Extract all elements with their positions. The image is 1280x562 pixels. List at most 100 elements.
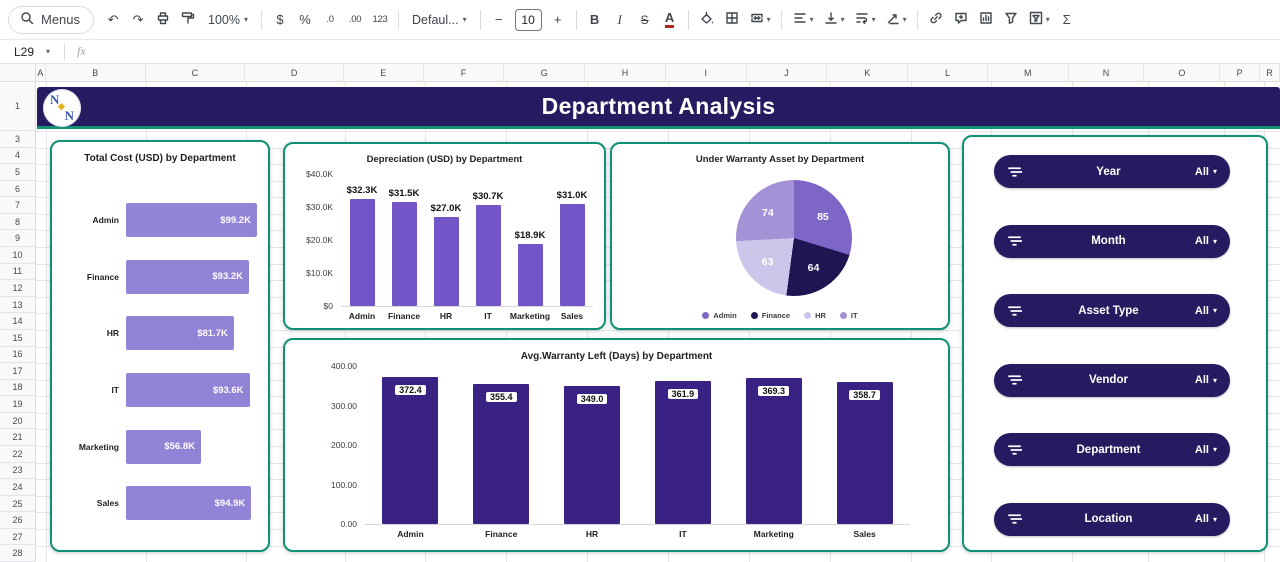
slicer-value[interactable]: All [1195,444,1209,456]
row-header-21[interactable]: 21 [0,429,36,446]
row-header-28[interactable]: 28 [0,545,36,562]
row-header-18[interactable]: 18 [0,380,36,397]
decrease-font-size-button[interactable]: − [487,7,511,33]
row-header-15[interactable]: 15 [0,330,36,347]
row-header-3[interactable]: 3 [0,131,36,148]
row-header-11[interactable]: 11 [0,264,36,281]
row-header-16[interactable]: 16 [0,347,36,364]
slicer-value[interactable]: All [1195,513,1209,525]
insert-link-button[interactable] [924,7,948,33]
column-header-A[interactable]: A [36,64,46,81]
slicer-vendor[interactable]: VendorAll▾ [994,364,1230,397]
column-header-P[interactable]: P [1220,64,1260,81]
slicer-value[interactable]: All [1195,374,1209,386]
fx-icon: fx [77,44,86,59]
row-header-14[interactable]: 14 [0,313,36,330]
text-color-button[interactable]: A [658,7,682,33]
borders-button[interactable] [720,7,744,33]
row-header-8[interactable]: 8 [0,214,36,231]
horizontal-align-button[interactable]: ▾ [788,7,818,33]
row-header-5[interactable]: 5 [0,164,36,181]
row-header-6[interactable]: 6 [0,181,36,198]
total-cost-chart[interactable]: Total Cost (USD) by Department Admin$99.… [50,140,270,552]
chevron-down-icon: ▾ [1213,167,1217,176]
vertical-align-button[interactable]: ▾ [819,7,849,33]
currency-format-button[interactable]: $ [268,7,292,33]
avg-warranty-chart[interactable]: Avg.Warranty Left (Days) by Department 0… [283,338,950,552]
menus-button[interactable]: Menus [8,6,94,34]
insert-comment-button[interactable] [949,7,973,33]
italic-button[interactable]: I [608,7,632,33]
warranty-pie-chart[interactable]: Under Warranty Asset by Department 85646… [610,142,950,330]
column-header-L[interactable]: L [908,64,988,81]
column-header-N[interactable]: N [1069,64,1145,81]
column-header-H[interactable]: H [585,64,666,81]
undo-button[interactable]: ↶ [101,7,125,33]
zoom-select[interactable]: 100%▾ [201,7,255,33]
bar-area: Admin$99.2KFinance$93.2KHR$81.7KIT$93.6K… [56,192,258,532]
row-header-22[interactable]: 22 [0,446,36,463]
column-header-B[interactable]: B [46,64,146,81]
row-header-12[interactable]: 12 [0,280,36,297]
column-header-R[interactable]: R [1260,64,1280,81]
column-header-E[interactable]: E [344,64,424,81]
column-header-J[interactable]: J [747,64,828,81]
strikethrough-button[interactable]: S [633,7,657,33]
fill-color-button[interactable] [695,7,719,33]
row-header-9[interactable]: 9 [0,230,36,247]
slicer-value[interactable]: All [1195,235,1209,247]
grid-body[interactable]: 1345678910111213141516171819202122232425… [0,82,1280,562]
row-header-27[interactable]: 27 [0,529,36,546]
insert-chart-button[interactable] [974,7,998,33]
bold-button[interactable]: B [583,7,607,33]
value-label: $56.8K [164,441,201,452]
column-header-K[interactable]: K [827,64,908,81]
decrease-decimal-button[interactable]: .0 [318,7,342,33]
slicer-asset-type[interactable]: Asset TypeAll▾ [994,294,1230,327]
slicer-location[interactable]: LocationAll▾ [994,503,1230,536]
row-header-24[interactable]: 24 [0,479,36,496]
column-header-I[interactable]: I [666,64,747,81]
create-filter-button[interactable] [999,7,1023,33]
slicer-value[interactable]: All [1195,305,1209,317]
column-header-G[interactable]: G [504,64,585,81]
increase-font-size-button[interactable]: + [546,7,570,33]
more-formats-button[interactable]: 123 [368,7,392,33]
slicer-month[interactable]: MonthAll▾ [994,225,1230,258]
row-header-1[interactable]: 1 [0,82,36,131]
select-all-corner[interactable] [0,64,36,81]
percent-format-button[interactable]: % [293,7,317,33]
row-header-7[interactable]: 7 [0,197,36,214]
text-rotation-button[interactable]: ▾ [881,7,911,33]
slicer-department[interactable]: DepartmentAll▾ [994,433,1230,466]
slicer-year[interactable]: YearAll▾ [994,155,1230,188]
print-button[interactable] [151,7,175,33]
row-header-20[interactable]: 20 [0,413,36,430]
column-header-M[interactable]: M [988,64,1069,81]
row-header-17[interactable]: 17 [0,363,36,380]
column-header-C[interactable]: C [146,64,246,81]
column-header-F[interactable]: F [424,64,505,81]
bar-track: $93.6K [126,373,258,407]
increase-decimal-button[interactable]: .00 [343,7,367,33]
functions-button[interactable]: Σ [1055,7,1079,33]
column-header-O[interactable]: O [1144,64,1220,81]
row-header-25[interactable]: 25 [0,496,36,513]
depreciation-chart[interactable]: Depreciation (USD) by Department $0$10.0… [283,142,606,330]
row-header-23[interactable]: 23 [0,463,36,480]
font-select[interactable]: Defaul...▾ [405,7,474,33]
text-wrap-button[interactable]: ▾ [850,7,880,33]
paint-format-button[interactable] [176,7,200,33]
row-header-26[interactable]: 26 [0,512,36,529]
row-header-19[interactable]: 19 [0,396,36,413]
column-header-D[interactable]: D [245,64,344,81]
name-box[interactable]: L29 ▾ [0,45,58,59]
font-size-input[interactable]: 10 [515,9,542,31]
slicer-value[interactable]: All [1195,166,1209,178]
row-header-10[interactable]: 10 [0,247,36,264]
row-header-4[interactable]: 4 [0,148,36,165]
row-header-13[interactable]: 13 [0,297,36,314]
merge-cells-button[interactable]: ▾ [745,7,775,33]
filter-views-button[interactable]: ▾ [1024,7,1054,33]
redo-button[interactable]: ↷ [126,7,150,33]
